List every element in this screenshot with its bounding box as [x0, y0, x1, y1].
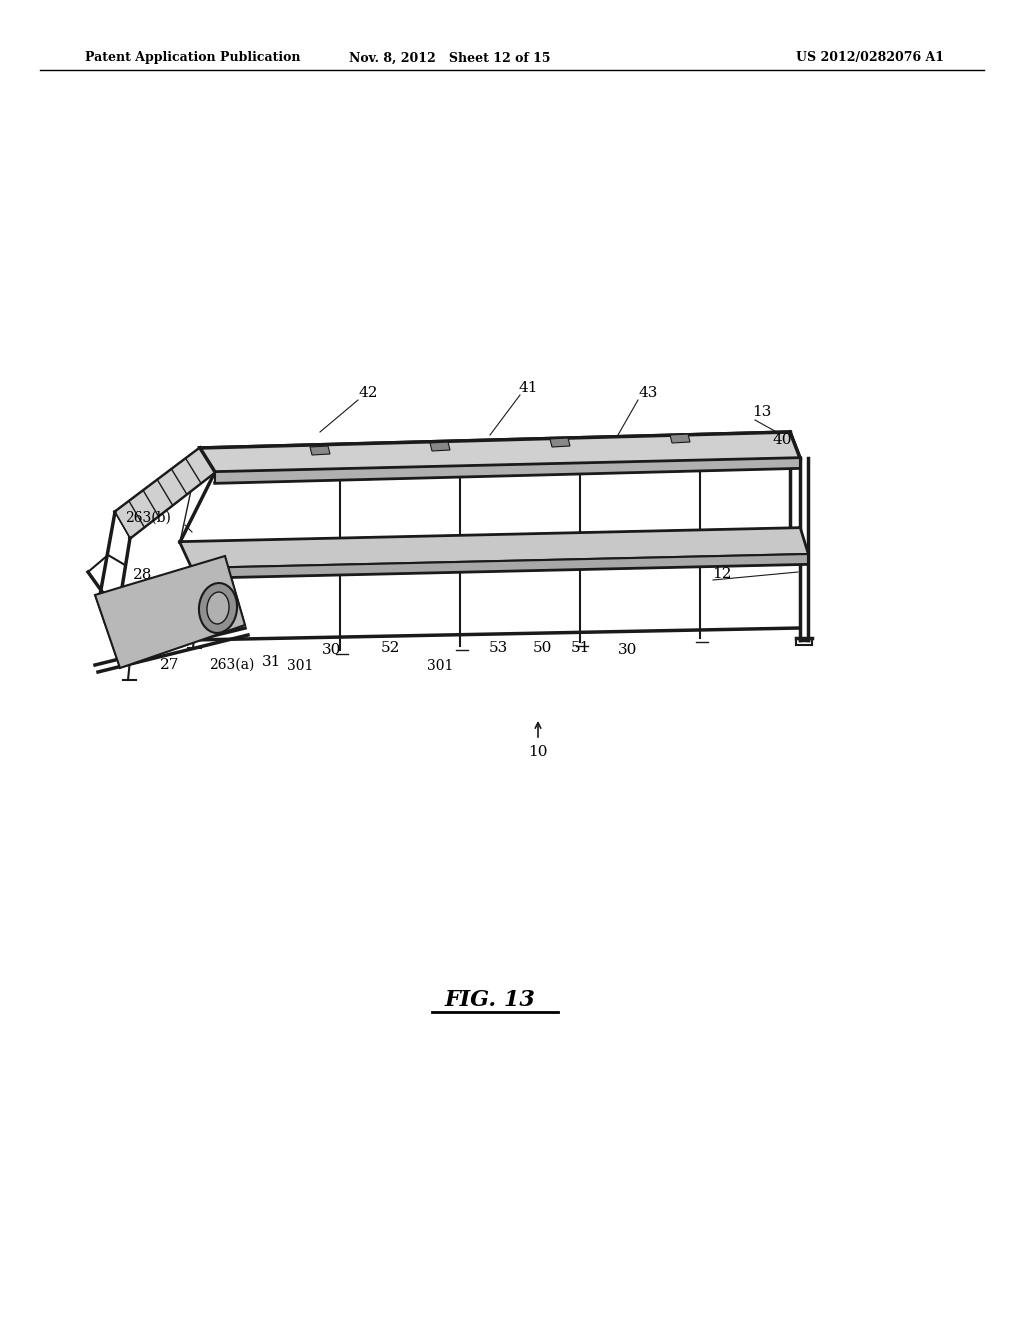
Text: 12: 12 [713, 568, 732, 581]
Text: 263(a): 263(a) [209, 657, 255, 672]
Polygon shape [215, 458, 800, 483]
Polygon shape [193, 554, 808, 578]
Ellipse shape [207, 593, 229, 624]
Text: 301: 301 [427, 659, 454, 673]
Text: 43: 43 [638, 385, 657, 400]
Polygon shape [670, 434, 690, 444]
Polygon shape [180, 528, 808, 568]
Text: 51: 51 [570, 642, 590, 655]
Polygon shape [310, 446, 330, 455]
Text: 30: 30 [618, 643, 638, 657]
Text: 40: 40 [772, 433, 792, 447]
Polygon shape [200, 432, 800, 473]
Text: US 2012/0282076 A1: US 2012/0282076 A1 [796, 51, 944, 65]
Text: 263(b): 263(b) [125, 511, 171, 525]
Text: 52: 52 [380, 642, 399, 655]
Polygon shape [115, 447, 215, 539]
Polygon shape [550, 438, 570, 447]
Text: FIG. 13: FIG. 13 [444, 989, 536, 1011]
Text: 27: 27 [161, 657, 179, 672]
Text: 30: 30 [323, 643, 342, 657]
Text: 301: 301 [287, 659, 313, 673]
Text: 53: 53 [488, 642, 508, 655]
Text: 28: 28 [133, 568, 153, 582]
Polygon shape [430, 442, 450, 451]
Ellipse shape [199, 583, 237, 634]
Text: Nov. 8, 2012   Sheet 12 of 15: Nov. 8, 2012 Sheet 12 of 15 [349, 51, 551, 65]
Polygon shape [95, 556, 245, 668]
Text: 41: 41 [518, 381, 538, 395]
Text: 42: 42 [358, 385, 378, 400]
Text: 50: 50 [532, 642, 552, 655]
Text: 13: 13 [753, 405, 772, 418]
Text: 10: 10 [528, 744, 548, 759]
Text: 31: 31 [262, 655, 282, 669]
Text: Patent Application Publication: Patent Application Publication [85, 51, 300, 65]
